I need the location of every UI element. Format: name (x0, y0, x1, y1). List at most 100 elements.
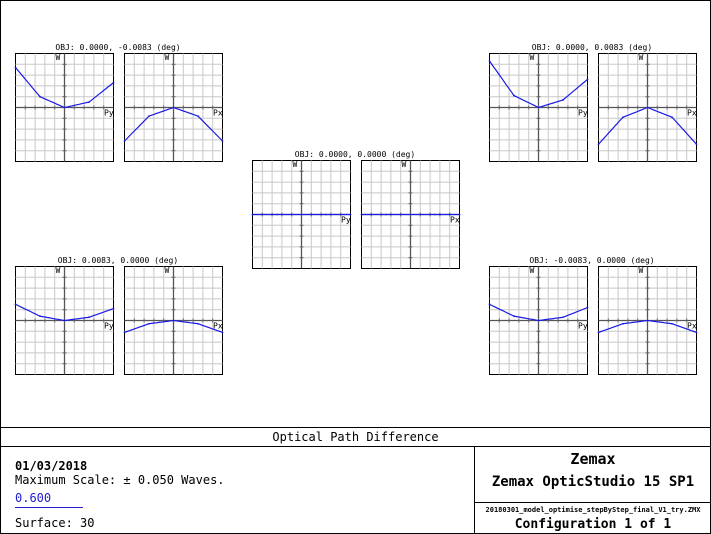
data-point (695, 331, 698, 334)
data-point (63, 106, 66, 109)
date-label: 01/03/2018 (15, 459, 88, 473)
x-axis-label: Py (104, 109, 114, 118)
data-point (597, 331, 600, 334)
y-axis-label: W (165, 266, 170, 275)
data-point (622, 322, 624, 325)
data-point (597, 143, 600, 146)
y-axis-label: W (530, 266, 535, 275)
data-point (325, 213, 327, 216)
fan-sagittal-4: W Px (597, 266, 698, 375)
data-point (300, 213, 303, 216)
x-axis-label: Py (341, 216, 351, 225)
max-scale-label: Maximum Scale: ± 0.050 Waves. (15, 473, 225, 487)
data-point (63, 319, 66, 322)
x-axis-label: Px (450, 216, 460, 225)
x-axis-label: Px (213, 109, 223, 118)
fan-sagittal-0: W Px (123, 53, 224, 162)
data-point (488, 303, 491, 306)
data-point (88, 101, 90, 103)
data-point (39, 315, 41, 318)
y-axis-label: W (530, 53, 535, 62)
field-title: OBJ: -0.0083, 0.0000 (deg) (529, 256, 654, 265)
data-point (513, 315, 515, 318)
y-axis-label: W (56, 53, 61, 62)
y-axis-label: W (402, 160, 407, 169)
configuration-label: Configuration 1 of 1 (514, 517, 672, 532)
wavelength-label: 0.600 (15, 491, 52, 505)
y-axis-label: W (639, 53, 644, 62)
data-point (513, 94, 515, 97)
x-axis-label: Px (213, 322, 223, 331)
field-title: OBJ: 0.0083, 0.0000 (deg) (58, 256, 178, 265)
data-point (409, 213, 412, 216)
fan-sagittal-3: W Px (123, 266, 224, 375)
data-point (537, 106, 540, 109)
data-point (112, 81, 115, 84)
data-point (458, 213, 461, 216)
data-point (148, 322, 150, 325)
wavelength-line (15, 507, 83, 508)
data-point (537, 319, 540, 322)
data-point (221, 140, 224, 142)
data-point (123, 140, 126, 142)
data-point (221, 331, 224, 334)
data-point (622, 116, 624, 119)
data-point (172, 106, 175, 109)
analysis-title: Optical Path Difference (1, 427, 710, 447)
data-point (197, 322, 199, 325)
product-label: Zemax OpticStudio 15 SP1 (491, 474, 695, 490)
data-point (434, 213, 436, 216)
y-axis-label: W (639, 266, 644, 275)
x-axis-label: Py (104, 322, 114, 331)
x-axis-label: Px (687, 322, 697, 331)
data-point (488, 60, 491, 62)
fan-sagittal-1: W Px (597, 53, 698, 162)
title-block: Zemax Zemax OpticStudio 15 SP1 20180301_… (474, 446, 711, 534)
surface-label: Surface: 30 (15, 516, 95, 530)
x-axis-label: Py (578, 109, 588, 118)
field-title: OBJ: 0.0000, -0.0083 (deg) (55, 43, 180, 52)
fan-tangential-1: W Py (488, 53, 589, 162)
data-point (39, 95, 41, 98)
fan-tangential-0: W Py (14, 53, 115, 162)
y-axis-label: W (293, 160, 298, 169)
data-point (148, 115, 150, 118)
data-point (385, 213, 387, 216)
data-point (671, 116, 673, 119)
data-point (197, 115, 199, 118)
field-title: OBJ: 0.0000, 0.0000 (deg) (295, 150, 415, 159)
data-point (586, 306, 589, 309)
data-point (14, 66, 17, 69)
fan-sagittal-2: W Px (360, 160, 461, 269)
data-point (562, 316, 564, 319)
x-axis-label: Py (578, 322, 588, 331)
data-point (112, 307, 115, 310)
data-point (88, 316, 90, 319)
data-point (695, 143, 698, 146)
fan-tangential-2: W Py (251, 160, 352, 269)
x-axis-label: Px (687, 109, 697, 118)
data-point (646, 106, 649, 109)
data-point (586, 78, 589, 81)
info-panel: 01/03/2018 Maximum Scale: ± 0.050 Waves.… (15, 459, 225, 530)
brand-label: Zemax (570, 450, 616, 468)
y-axis-label: W (56, 266, 61, 275)
data-point (360, 213, 363, 216)
data-point (562, 99, 564, 101)
data-point (671, 322, 673, 325)
fan-tangential-3: W Py (14, 266, 115, 375)
data-point (646, 319, 649, 322)
fan-tangential-4: W Py (488, 266, 589, 375)
data-point (14, 303, 17, 306)
data-point (276, 213, 278, 216)
data-point (172, 319, 175, 322)
data-point (349, 213, 352, 216)
field-title: OBJ: 0.0000, 0.0083 (deg) (532, 43, 652, 52)
filename-label: 20180301_model_optimise_stepByStep_final… (485, 506, 701, 514)
file-info: 20180301_model_optimise_stepByStep_final… (475, 502, 711, 532)
data-point (123, 331, 126, 334)
data-point (251, 213, 254, 216)
y-axis-label: W (165, 53, 170, 62)
